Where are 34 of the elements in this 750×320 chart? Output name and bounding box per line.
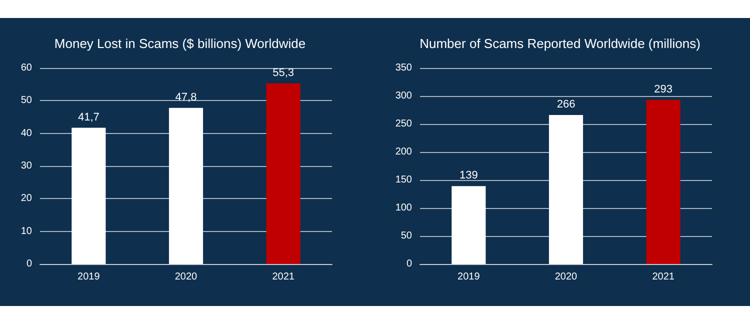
y-tick-label: 250 [395,118,412,130]
x-tick-label: 2019 [458,272,480,282]
data-label: 266 [556,98,576,111]
y-tick-label: 60 [20,62,32,74]
chart-title: Money Lost in Scams ($ billions) Worldwide [54,36,306,51]
x-tick-label: 2020 [554,272,578,282]
bar [452,186,486,264]
bar [168,108,204,264]
y-tick-label: 150 [395,174,412,186]
data-label: 55,3 [272,66,294,79]
bar [646,100,680,264]
data-label: 293 [654,83,673,96]
bar [548,115,584,264]
y-tick-label: 0 [26,258,32,270]
y-tick-label: 40 [20,128,32,139]
y-tick-label: 100 [395,202,412,214]
y-tick-label: 50 [20,95,32,106]
y-tick-label: 350 [395,62,412,74]
x-tick-label: 2021 [652,272,675,282]
x-tick-label: 2020 [174,272,198,282]
y-tick-label: 20 [20,193,32,204]
y-tick-label: 30 [20,160,32,172]
x-tick-label: 2019 [78,272,100,282]
y-tick-label: 50 [400,230,412,242]
bar [72,128,106,264]
data-label: 41,7 [78,111,100,124]
y-tick-label: 0 [406,258,412,270]
x-tick-label: 2021 [272,272,295,282]
data-label: 139 [459,170,478,182]
bar [266,83,300,264]
y-tick-label: 10 [20,226,32,237]
y-tick-label: 200 [395,146,412,158]
y-tick-label: 300 [395,90,412,102]
chart-title: Number of Scams Reported Worldwide (millions) [420,36,700,51]
